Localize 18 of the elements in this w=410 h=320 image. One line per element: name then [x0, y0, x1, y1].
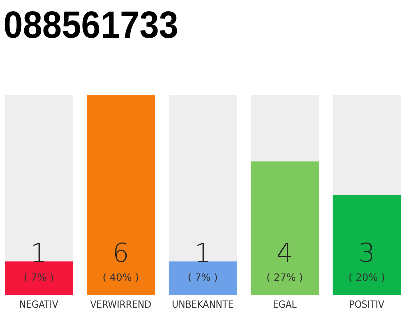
annotation: ( 40% )	[102, 273, 140, 284]
annotation: ( 7% )	[188, 273, 218, 284]
x-tick-label: EGAL	[273, 300, 297, 312]
chart-title: 088561733	[4, 4, 179, 46]
data-label: 1	[194, 239, 212, 269]
annotation: ( 20% )	[348, 273, 386, 284]
data-label: 6	[112, 239, 130, 269]
bar	[5, 262, 74, 295]
annotation: ( 7% )	[24, 273, 54, 284]
x-tick-label: NEGATIV	[19, 300, 60, 312]
bar	[168, 262, 238, 295]
annotation: ( 27% )	[266, 273, 304, 284]
data-label: 3	[358, 239, 376, 269]
x-tick-label: UNBEKANNTE	[172, 300, 234, 312]
x-tick-label: POSITIV	[349, 300, 386, 312]
data-label: 4	[276, 239, 294, 269]
x-tick-label: VERWIRREND	[90, 300, 152, 312]
data-label: 1	[30, 239, 48, 269]
